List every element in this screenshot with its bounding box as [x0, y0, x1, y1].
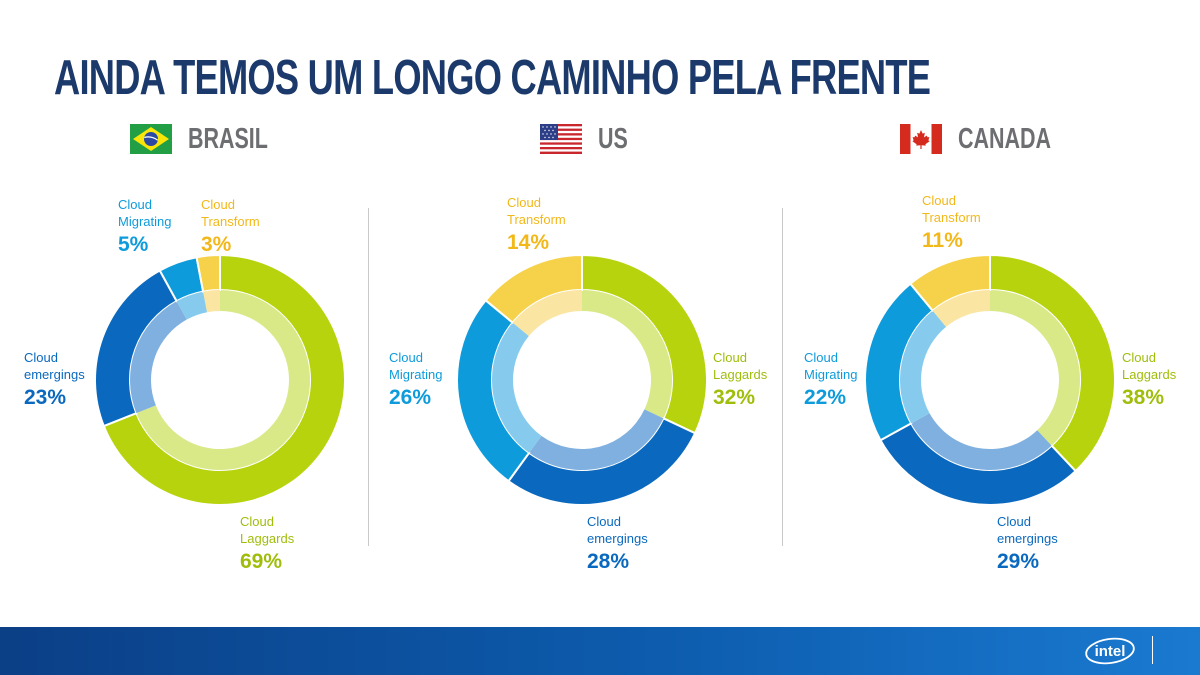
divider — [368, 208, 369, 546]
label-name: Cloud — [804, 350, 838, 365]
label-value: 22% — [804, 386, 847, 409]
label-name: Transform — [507, 212, 566, 227]
label-name: Cloud — [24, 350, 58, 365]
label-name: Laggards — [240, 531, 295, 546]
divider — [782, 208, 783, 546]
donut-inner-slice-laggards — [990, 290, 1080, 446]
data-label-migrating: Cloud Migrating 22% — [804, 349, 857, 411]
donut-inner-slice-migrating — [900, 310, 947, 424]
label-name: Cloud — [922, 193, 956, 208]
label-name: Cloud — [389, 350, 423, 365]
donut-inner-slice-emergings — [529, 409, 664, 470]
intel-logo-icon: intel — [1085, 637, 1135, 665]
donut-chart-brasil — [94, 253, 346, 506]
donut-inner-slice-migrating — [491, 322, 542, 453]
label-name: emergings — [997, 531, 1058, 546]
label-value: 29% — [997, 550, 1040, 573]
donut-inner-slice-transform — [203, 290, 220, 313]
label-name: Laggards — [1122, 367, 1177, 382]
donut-chart-canada — [864, 253, 1116, 506]
label-name: Cloud — [507, 195, 541, 210]
donut-inner-slice-transform — [932, 290, 990, 327]
us-flag-icon — [540, 124, 582, 154]
donut-inner-slice-transform — [512, 290, 582, 337]
donut-hole — [534, 332, 630, 428]
label-name: Cloud — [240, 514, 274, 529]
country-name: CANADA — [958, 123, 1051, 155]
data-label-migrating: Cloud Migrating 26% — [389, 349, 442, 411]
label-value: 28% — [587, 550, 630, 573]
data-label-emergings: Cloud emergings 28% — [587, 513, 648, 575]
label-name: Migrating — [389, 367, 443, 382]
brazil-flag-icon — [130, 124, 172, 154]
label-value: 23% — [24, 386, 67, 409]
svg-text:intel: intel — [1095, 643, 1126, 660]
data-label-transform: Cloud Transform 11% — [922, 192, 981, 254]
label-value: 5% — [118, 233, 149, 256]
label-name: Transform — [201, 214, 260, 229]
canada-flag-icon — [900, 124, 942, 154]
data-label-laggards: Cloud Laggards 69% — [240, 513, 294, 575]
label-name: Laggards — [713, 367, 768, 382]
label-value: 38% — [1122, 386, 1165, 409]
footer-separator — [1152, 636, 1153, 664]
country-name: US — [598, 123, 628, 155]
label-value: 26% — [389, 386, 432, 409]
label-name: emergings — [587, 531, 648, 546]
footer-bar — [0, 627, 1200, 675]
label-name: Migrating — [118, 214, 172, 229]
data-label-emergings: Cloud emergings 23% — [24, 349, 85, 411]
donut-inner-slice-emergings — [130, 301, 187, 414]
donut-inner-slice-emergings — [911, 413, 1052, 470]
label-name: Cloud — [1122, 350, 1156, 365]
label-name: emergings — [24, 367, 85, 382]
data-label-transform: Cloud Transform 3% — [201, 196, 260, 258]
donut-inner-slice-migrating — [176, 291, 208, 320]
label-value: 69% — [240, 550, 283, 573]
label-name: Transform — [922, 210, 981, 225]
donut-chart-us — [456, 253, 708, 506]
label-name: Cloud — [713, 350, 747, 365]
label-name: Cloud — [587, 514, 621, 529]
data-label-emergings: Cloud emergings 29% — [997, 513, 1058, 575]
donut-hole — [942, 332, 1038, 428]
label-name: Cloud — [201, 197, 235, 212]
label-name: Cloud — [997, 514, 1031, 529]
data-label-migrating: Cloud Migrating 5% — [118, 196, 171, 258]
label-value: 14% — [507, 231, 550, 254]
label-name: Cloud — [118, 197, 152, 212]
donut-inner-slice-laggards — [582, 290, 672, 419]
donut-hole — [172, 332, 268, 428]
country-name: BRASIL — [188, 123, 268, 155]
data-label-laggards: Cloud Laggards 32% — [713, 349, 767, 411]
label-name: Migrating — [804, 367, 858, 382]
page-title: AINDA TEMOS UM LONGO CAMINHO PELA FRENTE — [54, 51, 931, 105]
label-value: 32% — [713, 386, 756, 409]
data-label-laggards: Cloud Laggards 38% — [1122, 349, 1176, 411]
label-value: 3% — [201, 233, 232, 256]
label-value: 11% — [922, 229, 963, 252]
data-label-transform: Cloud Transform 14% — [507, 194, 566, 256]
